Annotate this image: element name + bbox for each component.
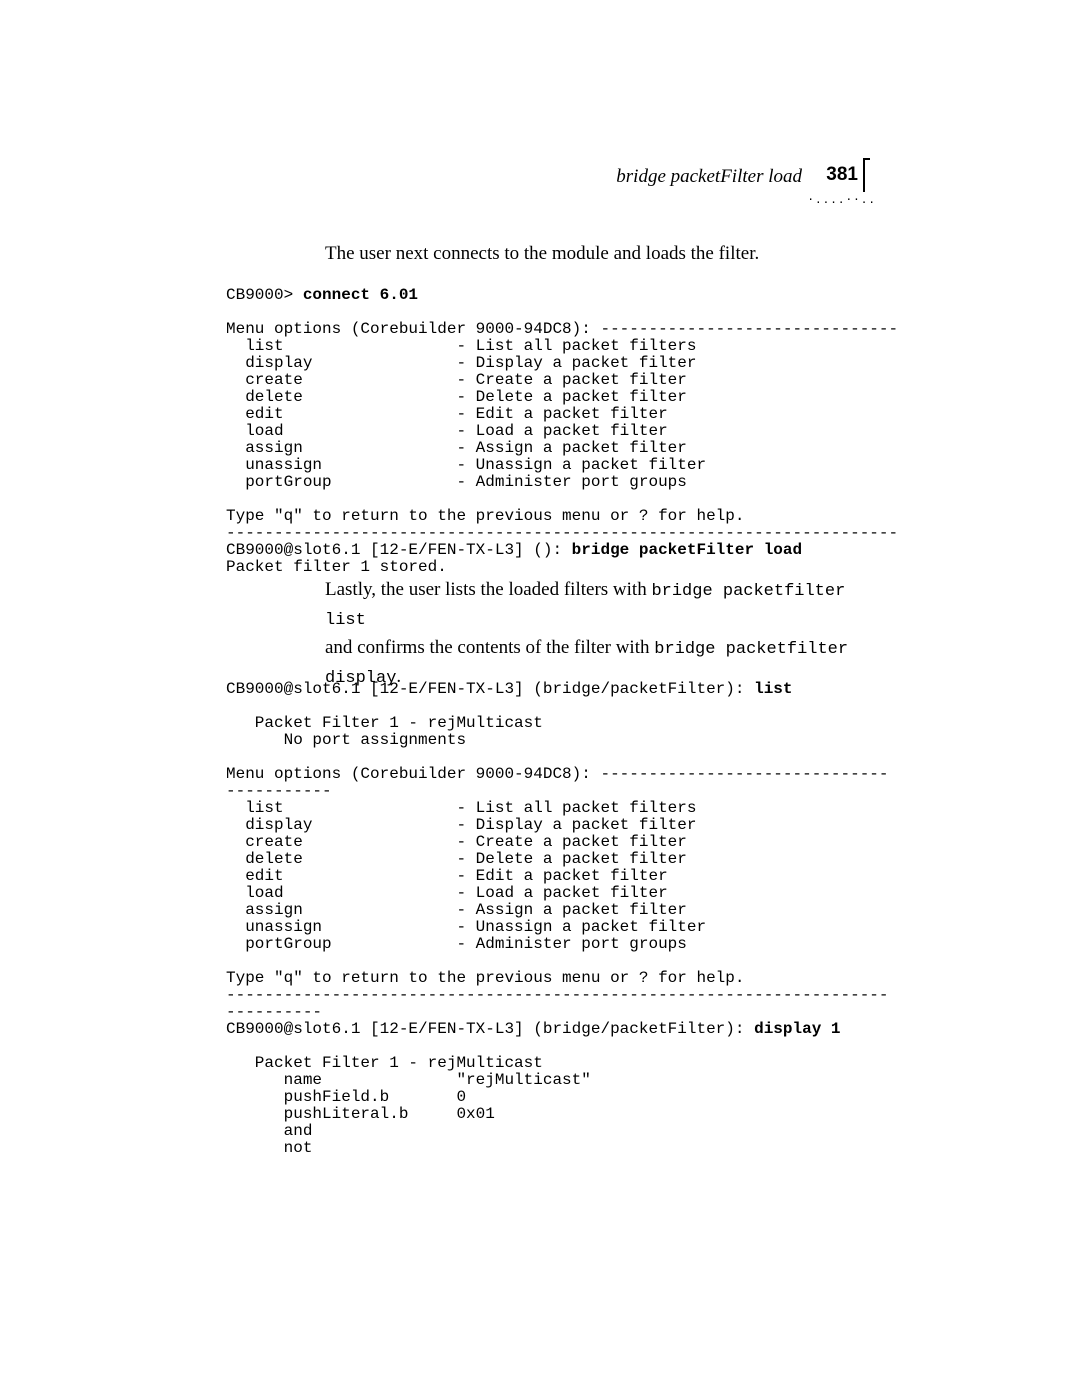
display-rows: name "rejMulticast" pushField.b 0 pushLi…	[226, 1071, 591, 1157]
prompt-prefix: CB9000@slot6.1 [12-E/FEN-TX-L3] ():	[226, 541, 572, 559]
prompt-command: display 1	[754, 1020, 840, 1038]
prompt-command: connect 6.01	[303, 286, 418, 304]
output-line: Packet filter 1 stored.	[226, 558, 447, 576]
menu-footer: Type "q" to return to the previous menu …	[226, 507, 744, 525]
menu-rule-cont: ----------	[226, 1003, 322, 1021]
page: bridge packetFilter load 381 ·....··.. T…	[0, 0, 1080, 1397]
header-rule	[863, 158, 870, 192]
menu-footer: Type "q" to return to the previous menu …	[226, 969, 744, 987]
prompt-command: bridge packetFilter load	[572, 541, 802, 559]
menu-rule: ----------------------------------------…	[226, 986, 889, 1004]
header-dots-icon: ·....··..	[807, 193, 876, 206]
menu-rule: ----------------------------------------…	[226, 524, 898, 542]
menu-header-cont: -----------	[226, 782, 332, 800]
paragraph-intro-2: Lastly, the user lists the loaded filter…	[325, 576, 885, 692]
page-header: bridge packetFilter load 381 ·....··..	[0, 163, 870, 203]
prompt-prefix: CB9000@slot6.1 [12-E/FEN-TX-L3] (bridge/…	[226, 680, 754, 698]
prompt-line-2: CB9000@slot6.1 [12-E/FEN-TX-L3] (bridge/…	[226, 1020, 841, 1038]
menu-header: Menu options (Corebuilder 9000-94DC8): -…	[226, 320, 898, 338]
terminal-block-1: CB9000> connect 6.01 Menu options (Coreb…	[226, 287, 946, 576]
text: and confirms the contents of the filter …	[325, 637, 654, 658]
prompt-line: CB9000> connect 6.01	[226, 286, 418, 304]
menu-rows: list - List all packet filters display -…	[226, 799, 706, 953]
prompt-command: list	[754, 680, 792, 698]
prompt-line-2: CB9000@slot6.1 [12-E/FEN-TX-L3] (): brid…	[226, 541, 802, 559]
output-line: Packet Filter 1 - rejMulticast	[226, 1054, 543, 1072]
header-title: bridge packetFilter load	[616, 166, 802, 188]
prompt-prefix: CB9000>	[226, 286, 303, 304]
inline-code: bridge packetfilter	[654, 640, 848, 659]
prompt-prefix: CB9000@slot6.1 [12-E/FEN-TX-L3] (bridge/…	[226, 1020, 754, 1038]
terminal-block-2: CB9000@slot6.1 [12-E/FEN-TX-L3] (bridge/…	[226, 681, 946, 1157]
menu-rows: list - List all packet filters display -…	[226, 337, 706, 491]
prompt-line: CB9000@slot6.1 [12-E/FEN-TX-L3] (bridge/…	[226, 680, 793, 698]
output-line: Packet Filter 1 - rejMulticast	[226, 714, 543, 732]
text: Lastly, the user lists the loaded filter…	[325, 579, 651, 600]
output-line: No port assignments	[226, 731, 466, 749]
paragraph-intro-1: The user next connects to the module and…	[325, 240, 885, 267]
header-page-number: 381	[826, 164, 858, 186]
menu-header: Menu options (Corebuilder 9000-94DC8): -…	[226, 765, 889, 783]
